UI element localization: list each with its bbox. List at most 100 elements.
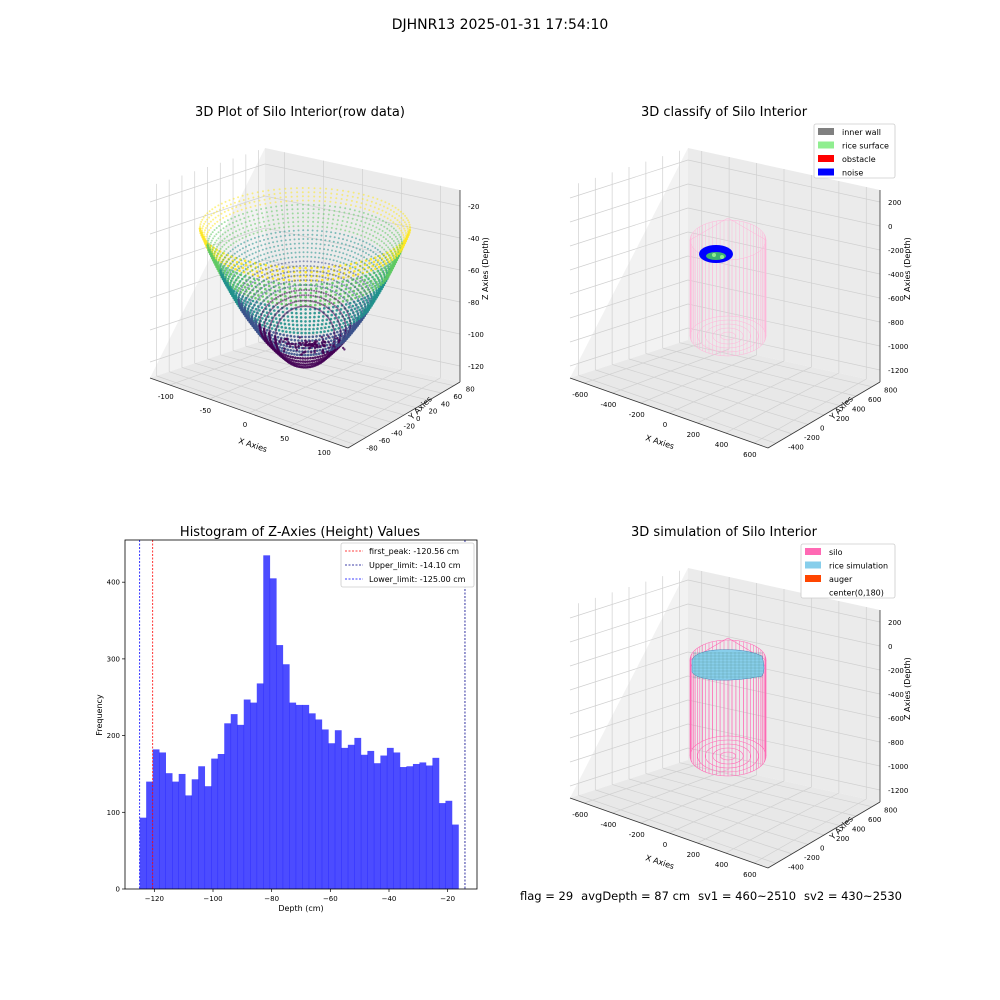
histogram-bars bbox=[140, 555, 459, 889]
simulation-legend-label: rice simulation bbox=[829, 562, 888, 571]
simulation-legend-label: silo bbox=[829, 548, 843, 557]
histogram-bar bbox=[237, 725, 244, 889]
raw-x-tick: 100 bbox=[318, 449, 331, 457]
simulation-z-tick: -1000 bbox=[888, 763, 908, 771]
histogram-y-tick: 100 bbox=[107, 809, 120, 817]
simulation-legend-swatch bbox=[805, 548, 821, 555]
classify-legend-swatch bbox=[818, 169, 834, 176]
histogram-bar bbox=[289, 703, 296, 889]
histogram-bar bbox=[153, 749, 160, 889]
histogram-bar bbox=[192, 779, 199, 889]
classify-rice-surface bbox=[699, 245, 733, 263]
histogram-x-tick: −80 bbox=[264, 895, 279, 903]
histogram-y-tick: 300 bbox=[107, 655, 120, 663]
classify-plot-title: 3D classify of Silo Interior bbox=[641, 105, 808, 120]
classify-legend-label: noise bbox=[842, 169, 863, 178]
classify-y-tick: -400 bbox=[788, 443, 804, 451]
flag-text: flag = 29 bbox=[520, 889, 573, 903]
histogram-y-tick: 200 bbox=[107, 732, 120, 740]
classify-z-tick: -200 bbox=[888, 247, 904, 255]
raw-x-tick: -50 bbox=[200, 407, 211, 415]
histogram-bar bbox=[322, 729, 329, 889]
histogram-x-tick: −40 bbox=[382, 895, 397, 903]
raw-z-tick: -120 bbox=[468, 363, 484, 371]
raw-z-tick: -80 bbox=[468, 299, 479, 307]
histogram-legend: first_peak: -120.56 cm Upper_limit: -14.1… bbox=[341, 543, 474, 587]
simulation-legend-label: center(0,180) bbox=[829, 589, 884, 598]
histogram-bar bbox=[380, 756, 387, 889]
histogram-bar bbox=[452, 825, 459, 889]
classify-z-tick: -1200 bbox=[888, 367, 908, 375]
histogram-y-tick: 0 bbox=[116, 886, 120, 894]
simulation-z-tick: 0 bbox=[888, 643, 892, 651]
avg-depth-text: avgDepth = 87 cm bbox=[581, 889, 690, 903]
classify-x-tick: 400 bbox=[715, 441, 728, 449]
classify-legend-label: rice surface bbox=[842, 142, 889, 151]
histogram-bar bbox=[400, 767, 407, 889]
simulation-x-tick: 600 bbox=[743, 871, 756, 879]
histogram-bar bbox=[159, 752, 166, 889]
simulation-z-axis-label: Z Axies (Depth) bbox=[903, 657, 912, 720]
histogram-x-tick: −100 bbox=[203, 895, 222, 903]
histogram-bar bbox=[426, 766, 433, 889]
histogram-bar bbox=[146, 782, 153, 889]
histogram-bar bbox=[276, 645, 283, 889]
simulation-z-tick: -1200 bbox=[888, 787, 908, 795]
histogram-bar bbox=[432, 758, 439, 889]
histogram-bar bbox=[211, 759, 218, 889]
histogram-bar bbox=[172, 782, 179, 889]
histogram-bar bbox=[328, 743, 335, 889]
simulation-z-tick: -200 bbox=[888, 667, 904, 675]
raw-y-tick: -80 bbox=[366, 444, 377, 452]
simulation-x-tick: 400 bbox=[715, 861, 728, 869]
histogram-bar bbox=[374, 763, 381, 889]
raw-y-tick: -60 bbox=[379, 437, 390, 445]
simulation-legend-label: auger bbox=[829, 575, 853, 584]
raw-z-axis-label: Z Axies (Depth) bbox=[481, 237, 490, 300]
raw-plot-title: 3D Plot of Silo Interior(row data) bbox=[195, 105, 405, 120]
histogram-legend-label: Upper_limit: -14.10 cm bbox=[369, 561, 461, 570]
classify-y-tick: 0 bbox=[820, 424, 824, 432]
simulation-y-tick: -200 bbox=[804, 854, 820, 862]
classify-y-tick: 400 bbox=[852, 406, 865, 414]
raw-y-tick: 40 bbox=[441, 400, 450, 408]
raw-z-tick: -40 bbox=[468, 235, 479, 243]
classify-x-tick: -400 bbox=[600, 401, 616, 409]
simulation-y-tick: -400 bbox=[788, 863, 804, 871]
simulation-z-tick: -400 bbox=[888, 691, 904, 699]
histogram-bar bbox=[302, 705, 309, 889]
simulation-plot-title: 3D simulation of Silo Interior bbox=[631, 525, 818, 540]
histogram-bar bbox=[166, 773, 173, 889]
histogram-bar bbox=[335, 730, 342, 889]
raw-x-tick: 50 bbox=[280, 435, 289, 443]
classify-legend-swatch bbox=[818, 155, 834, 162]
simulation-legend: silo rice simulation auger center(0,180) bbox=[801, 544, 895, 598]
histogram-bar bbox=[393, 752, 400, 889]
histogram-bar bbox=[367, 751, 374, 889]
histogram-bar bbox=[179, 774, 186, 889]
classify-z-tick: 200 bbox=[888, 199, 901, 207]
classify-x-tick: 0 bbox=[663, 421, 667, 429]
histogram-x-tick: −60 bbox=[323, 895, 338, 903]
raw-z-tick: -60 bbox=[468, 267, 479, 275]
raw-3d-plot: 3D Plot of Silo Interior(row data) -100-… bbox=[0, 0, 500, 480]
raw-y-tick: -40 bbox=[391, 430, 402, 438]
raw-z-tick: -20 bbox=[468, 203, 479, 211]
histogram-x-axis-label: Depth (cm) bbox=[278, 904, 323, 913]
histogram-bar bbox=[413, 764, 420, 889]
histogram-bar bbox=[185, 795, 192, 889]
histogram-bar bbox=[439, 803, 446, 889]
histogram-bar bbox=[315, 719, 322, 889]
histogram-bar bbox=[224, 723, 231, 889]
histogram-bar bbox=[231, 714, 238, 889]
histogram-bar bbox=[341, 748, 348, 889]
sv2-text: sv2 = 430~2530 bbox=[804, 889, 902, 903]
depth-histogram: Histogram of Z-Axies (Height) Values −12… bbox=[0, 500, 500, 920]
classify-x-tick: -600 bbox=[572, 391, 588, 399]
simulation-3d-axes-box bbox=[570, 568, 880, 868]
simulation-x-axis-label: X Axies bbox=[644, 853, 675, 871]
histogram-title: Histogram of Z-Axies (Height) Values bbox=[180, 525, 420, 540]
simulation-x-tick: -600 bbox=[572, 811, 588, 819]
raw-y-tick: 80 bbox=[466, 386, 475, 394]
histogram-bar bbox=[348, 745, 355, 889]
